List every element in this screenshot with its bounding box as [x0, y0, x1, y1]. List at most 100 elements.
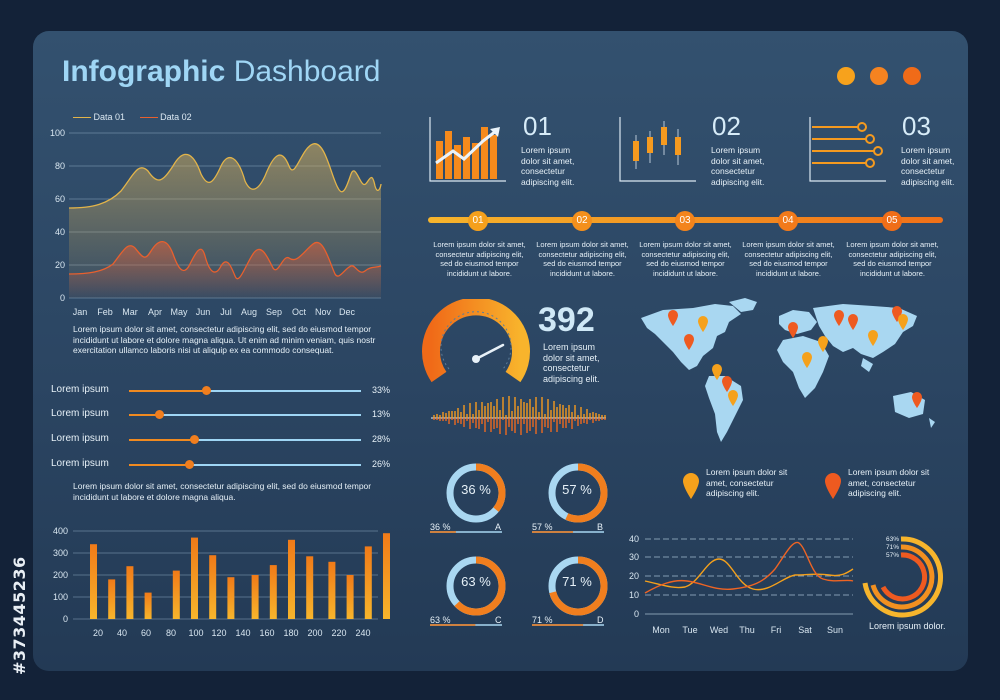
- map-pin[interactable]: [834, 310, 844, 326]
- bar: [126, 566, 134, 619]
- donut-arc: [446, 463, 506, 523]
- x-tick: Fri: [771, 625, 782, 635]
- donut-letter: A: [495, 522, 502, 532]
- slider-bars-icon: [809, 117, 886, 182]
- x-tick: 240: [355, 628, 370, 638]
- x-tick: Apr: [148, 307, 162, 317]
- x-tick: 140: [235, 628, 250, 638]
- bar: [251, 575, 259, 619]
- y-tick: 300: [53, 548, 68, 558]
- map-pin[interactable]: [712, 364, 722, 380]
- data01-line: [68, 143, 382, 209]
- card-number: 01: [523, 111, 552, 141]
- slider-track[interactable]: [129, 464, 361, 466]
- dashboard-panel: Infographic Dashboard Data 01 Data 02 10…: [33, 31, 968, 671]
- timeline-step[interactable]: 03: [675, 211, 695, 231]
- x-tick: 40: [117, 628, 127, 638]
- timeline-step[interactable]: 05: [882, 211, 902, 231]
- timeline-step[interactable]: 01: [468, 211, 488, 231]
- card-text: Lorem ipsum dolor sit amet, consectetur …: [711, 145, 765, 187]
- donut-center-value: 63 %: [461, 574, 491, 589]
- timeline-step[interactable]: 02: [572, 211, 592, 231]
- x-tick: Jul: [220, 307, 232, 317]
- y-tick: 30: [629, 552, 639, 562]
- map-pin[interactable]: [698, 316, 708, 332]
- bar: [172, 570, 180, 619]
- bar: [90, 544, 97, 619]
- window-dot-2[interactable]: [870, 67, 888, 85]
- slider-value: 33%: [372, 385, 391, 395]
- slider-handle[interactable]: [185, 460, 195, 469]
- map-pin[interactable]: [668, 310, 678, 326]
- slider-track[interactable]: [129, 439, 361, 441]
- card-text: Lorem ipsum dolor sit amet, consectetur …: [901, 145, 955, 187]
- ring-label: 57%: [886, 552, 900, 559]
- map-pin[interactable]: [818, 336, 828, 352]
- x-tick: 80: [166, 628, 176, 638]
- bar: [227, 577, 235, 619]
- x-tick: Oct: [292, 307, 307, 317]
- x-tick: Tue: [682, 625, 697, 635]
- y-tick: 60: [55, 194, 65, 204]
- x-tick: 180: [283, 628, 298, 638]
- map-pin[interactable]: [802, 352, 812, 368]
- gauge-text: Lorem ipsum dolor sit amet, consectetur …: [543, 342, 600, 384]
- timeline-text: Lorem ipsum dolor sit amet, consectetur …: [846, 240, 939, 278]
- map-pin[interactable]: [912, 392, 922, 408]
- window-dot-1[interactable]: [837, 67, 855, 85]
- map-pin[interactable]: [848, 314, 858, 330]
- slider-handle[interactable]: [201, 386, 211, 395]
- second-paragraph: Lorem ipsum dolor sit amet, consectetur …: [73, 481, 372, 502]
- ring-label: 63%: [886, 536, 900, 543]
- slider-value: 26%: [372, 459, 391, 469]
- window-dot-3[interactable]: [903, 67, 921, 85]
- slider-label: Lorem ipsum: [51, 408, 109, 419]
- donut-letter: C: [495, 615, 502, 625]
- ring-chart: [862, 536, 944, 618]
- map-pin[interactable]: [898, 314, 908, 330]
- map-pin[interactable]: [868, 330, 878, 346]
- card-number: 02: [712, 111, 741, 141]
- x-tick: Jan: [73, 307, 88, 317]
- ring-labels: 63% 71% 57%: [886, 536, 899, 560]
- x-tick: Mar: [122, 307, 138, 317]
- map-pin-icon: [825, 473, 841, 499]
- y-tick: 40: [55, 227, 65, 237]
- map-pin[interactable]: [728, 390, 738, 406]
- slider-handle[interactable]: [155, 410, 165, 419]
- timeline-text: Lorem ipsum dolor sit amet, consectetur …: [536, 240, 629, 278]
- bar: [306, 556, 314, 619]
- y-tick: 100: [53, 592, 68, 602]
- donut-group: [430, 463, 608, 626]
- world-map: [641, 298, 935, 442]
- bar: [328, 561, 336, 619]
- map-pin[interactable]: [722, 376, 732, 392]
- legend-swatch: [73, 117, 91, 119]
- map-legend-text: Lorem ipsum dolor sit amet, consectetur …: [706, 467, 788, 498]
- legend-swatch: [139, 117, 158, 119]
- slider-track[interactable]: [129, 390, 361, 392]
- gauge-needle: [474, 343, 505, 361]
- donut-label: 63 %: [430, 615, 451, 625]
- wave-chart-legend: Data 01 Data 02: [73, 112, 192, 122]
- map-pin[interactable]: [684, 334, 694, 350]
- x-tick: Sat: [798, 625, 812, 635]
- x-tick: Sep: [266, 307, 282, 317]
- donut-label: 57 %: [532, 522, 553, 532]
- bar: [108, 579, 116, 619]
- donut-arc: [446, 556, 506, 616]
- y-tick: 0: [63, 614, 68, 624]
- donut-arc: [548, 463, 608, 523]
- slider-label: Lorem ipsum: [51, 384, 109, 395]
- slider-handle[interactable]: [189, 435, 199, 444]
- data02-area: [69, 241, 381, 298]
- slider-track[interactable]: [129, 414, 361, 416]
- map-pin[interactable]: [788, 322, 798, 338]
- donut-letter: D: [597, 615, 604, 625]
- bar: [346, 575, 354, 619]
- audio-waveform: [431, 396, 606, 435]
- bar: [191, 537, 198, 619]
- timeline-step[interactable]: 04: [778, 211, 798, 231]
- growth-chart-icon: [429, 117, 506, 182]
- map-pin-icon: [683, 473, 699, 499]
